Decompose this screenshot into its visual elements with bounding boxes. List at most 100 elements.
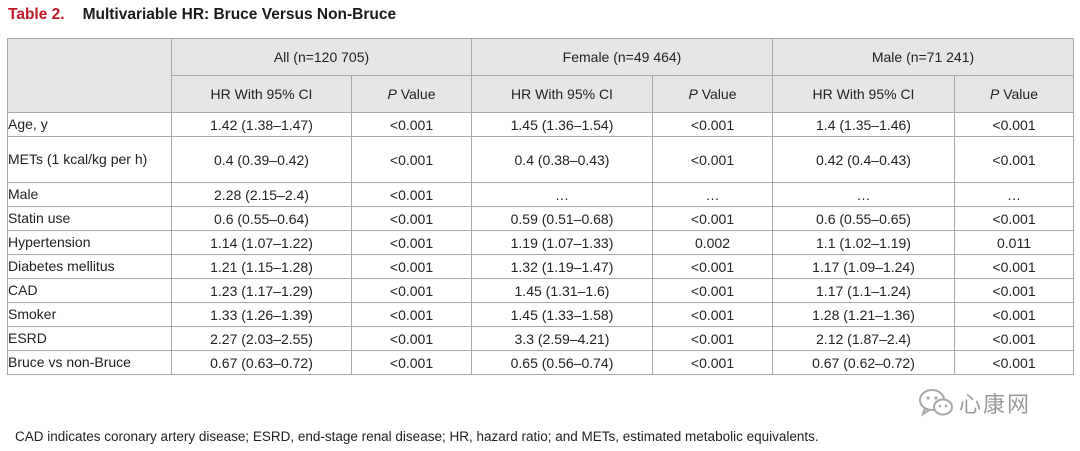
cell-p-female: <0.001 [652, 254, 773, 279]
cell-p-female: <0.001 [652, 136, 773, 183]
table-caption: Multivariable HR: Bruce Versus Non-Bruce [82, 6, 397, 23]
cell-hr-female: 1.45 (1.31–1.6) [471, 278, 653, 303]
table-row: CAD 1.23 (1.17–1.29) <0.001 1.45 (1.31–1… [7, 278, 1074, 303]
cell-hr-all: 1.21 (1.15–1.28) [171, 254, 352, 279]
cell-hr-female: 3.3 (2.59–4.21) [471, 326, 653, 351]
hr-table: All (n=120 705) Female (n=49 464) Male (… [7, 38, 1074, 375]
cell-p-all: <0.001 [351, 230, 472, 255]
row-label: Male [7, 182, 172, 207]
cell-p-female: <0.001 [652, 350, 773, 375]
cell-hr-male: 1.28 (1.21–1.36) [772, 302, 955, 327]
cell-hr-male: 0.67 (0.62–0.72) [772, 350, 955, 375]
table-number: Table 2. [8, 6, 65, 23]
row-label: Smoker [7, 302, 172, 327]
table-row: Hypertension 1.14 (1.07–1.22) <0.001 1.1… [7, 230, 1074, 255]
cell-p-female: <0.001 [652, 326, 773, 351]
cell-p-female: <0.001 [652, 206, 773, 231]
cell-p-male: <0.001 [954, 254, 1074, 279]
cell-hr-all: 0.4 (0.39–0.42) [171, 136, 352, 183]
cell-hr-male: 1.17 (1.1–1.24) [772, 278, 955, 303]
row-label: Bruce vs non-Bruce [7, 350, 172, 375]
cell-p-male: … [954, 182, 1074, 207]
cell-hr-male: 1.1 (1.02–1.19) [772, 230, 955, 255]
cell-hr-female: 1.45 (1.36–1.54) [471, 112, 653, 137]
cell-p-male: <0.001 [954, 350, 1074, 375]
p-letter: P [989, 86, 1000, 102]
cell-hr-all: 2.27 (2.03–2.55) [171, 326, 352, 351]
wechat-icon [919, 389, 953, 417]
cell-hr-male: 2.12 (1.87–2.4) [772, 326, 955, 351]
cell-p-female: 0.002 [652, 230, 773, 255]
p-word: Value [999, 86, 1038, 102]
row-label: Hypertension [7, 230, 172, 255]
cell-p-male: <0.001 [954, 136, 1074, 183]
cell-p-male: <0.001 [954, 302, 1074, 327]
cell-hr-all: 0.6 (0.55–0.64) [171, 206, 352, 231]
cell-hr-all: 1.23 (1.17–1.29) [171, 278, 352, 303]
cell-p-all: <0.001 [351, 112, 472, 137]
subheader-hr: HR With 95% CI [171, 75, 352, 113]
group-header-female: Female (n=49 464) [471, 38, 773, 76]
cell-p-all: <0.001 [351, 326, 472, 351]
cell-hr-all: 1.33 (1.26–1.39) [171, 302, 352, 327]
cell-p-female: <0.001 [652, 112, 773, 137]
cell-p-female: <0.001 [652, 302, 773, 327]
cell-hr-female: 0.4 (0.38–0.43) [471, 136, 653, 183]
cell-hr-male: 0.6 (0.55–0.65) [772, 206, 955, 231]
header-corner [7, 38, 172, 113]
cell-p-male: <0.001 [954, 112, 1074, 137]
cell-p-male: <0.001 [954, 206, 1074, 231]
row-label: Statin use [7, 206, 172, 231]
cell-p-all: <0.001 [351, 302, 472, 327]
watermark: 心康网 [917, 386, 1031, 420]
table-row: METs (1 kcal/kg per h) 0.4 (0.39–0.42) <… [7, 136, 1074, 183]
cell-p-all: <0.001 [351, 278, 472, 303]
cell-p-female: <0.001 [652, 278, 773, 303]
cell-hr-all: 1.14 (1.07–1.22) [171, 230, 352, 255]
subheader-hr: HR With 95% CI [772, 75, 955, 113]
cell-hr-male: 0.42 (0.4–0.43) [772, 136, 955, 183]
table-title: Table 2. Multivariable HR: Bruce Versus N… [8, 6, 396, 28]
cell-p-male: <0.001 [954, 326, 1074, 351]
p-word: Value [396, 86, 436, 102]
cell-hr-male: 1.17 (1.09–1.24) [772, 254, 955, 279]
p-letter: P [688, 86, 698, 102]
cell-hr-female: … [471, 182, 653, 207]
table-row: Diabetes mellitus 1.21 (1.15–1.28) <0.00… [7, 254, 1074, 279]
row-label: Diabetes mellitus [7, 254, 172, 279]
table-row: Bruce vs non-Bruce 0.67 (0.63–0.72) <0.0… [7, 350, 1074, 375]
cell-hr-male: … [772, 182, 955, 207]
watermark-text: 心康网 [959, 393, 1032, 418]
cell-p-female: … [652, 182, 773, 207]
cell-hr-all: 2.28 (2.15–2.4) [171, 182, 352, 207]
row-label: METs (1 kcal/kg per h) [7, 136, 172, 183]
group-header-male: Male (n=71 241) [772, 38, 1074, 76]
table-row: Statin use 0.6 (0.55–0.64) <0.001 0.59 (… [7, 206, 1074, 231]
subheader-p: P Value [954, 75, 1074, 113]
cell-hr-all: 0.67 (0.63–0.72) [171, 350, 352, 375]
row-label: CAD [7, 278, 172, 303]
cell-hr-male: 1.4 (1.35–1.46) [772, 112, 955, 137]
table-footnote: CAD indicates coronary artery disease; E… [15, 429, 819, 444]
subheader-p: P Value [351, 75, 472, 113]
cell-hr-female: 1.19 (1.07–1.33) [471, 230, 653, 255]
table-row: ESRD 2.27 (2.03–2.55) <0.001 3.3 (2.59–4… [7, 326, 1074, 351]
cell-hr-female: 1.45 (1.33–1.58) [471, 302, 653, 327]
table-row: Age, y 1.42 (1.38–1.47) <0.001 1.45 (1.3… [7, 112, 1074, 137]
cell-p-male: 0.011 [954, 230, 1074, 255]
p-letter: P [387, 86, 397, 102]
table-row: Male 2.28 (2.15–2.4) <0.001 … … … … [7, 182, 1074, 207]
cell-p-all: <0.001 [351, 182, 472, 207]
cell-p-male: <0.001 [954, 278, 1074, 303]
cell-hr-female: 0.65 (0.56–0.74) [471, 350, 653, 375]
cell-p-all: <0.001 [351, 136, 472, 183]
cell-hr-all: 1.42 (1.38–1.47) [171, 112, 352, 137]
cell-hr-female: 0.59 (0.51–0.68) [471, 206, 653, 231]
subheader-p: P Value [652, 75, 773, 113]
row-label: ESRD [7, 326, 172, 351]
cell-p-all: <0.001 [351, 254, 472, 279]
subheader-hr: HR With 95% CI [471, 75, 653, 113]
cell-p-all: <0.001 [351, 350, 472, 375]
row-label: Age, y [7, 112, 172, 137]
cell-p-all: <0.001 [351, 206, 472, 231]
